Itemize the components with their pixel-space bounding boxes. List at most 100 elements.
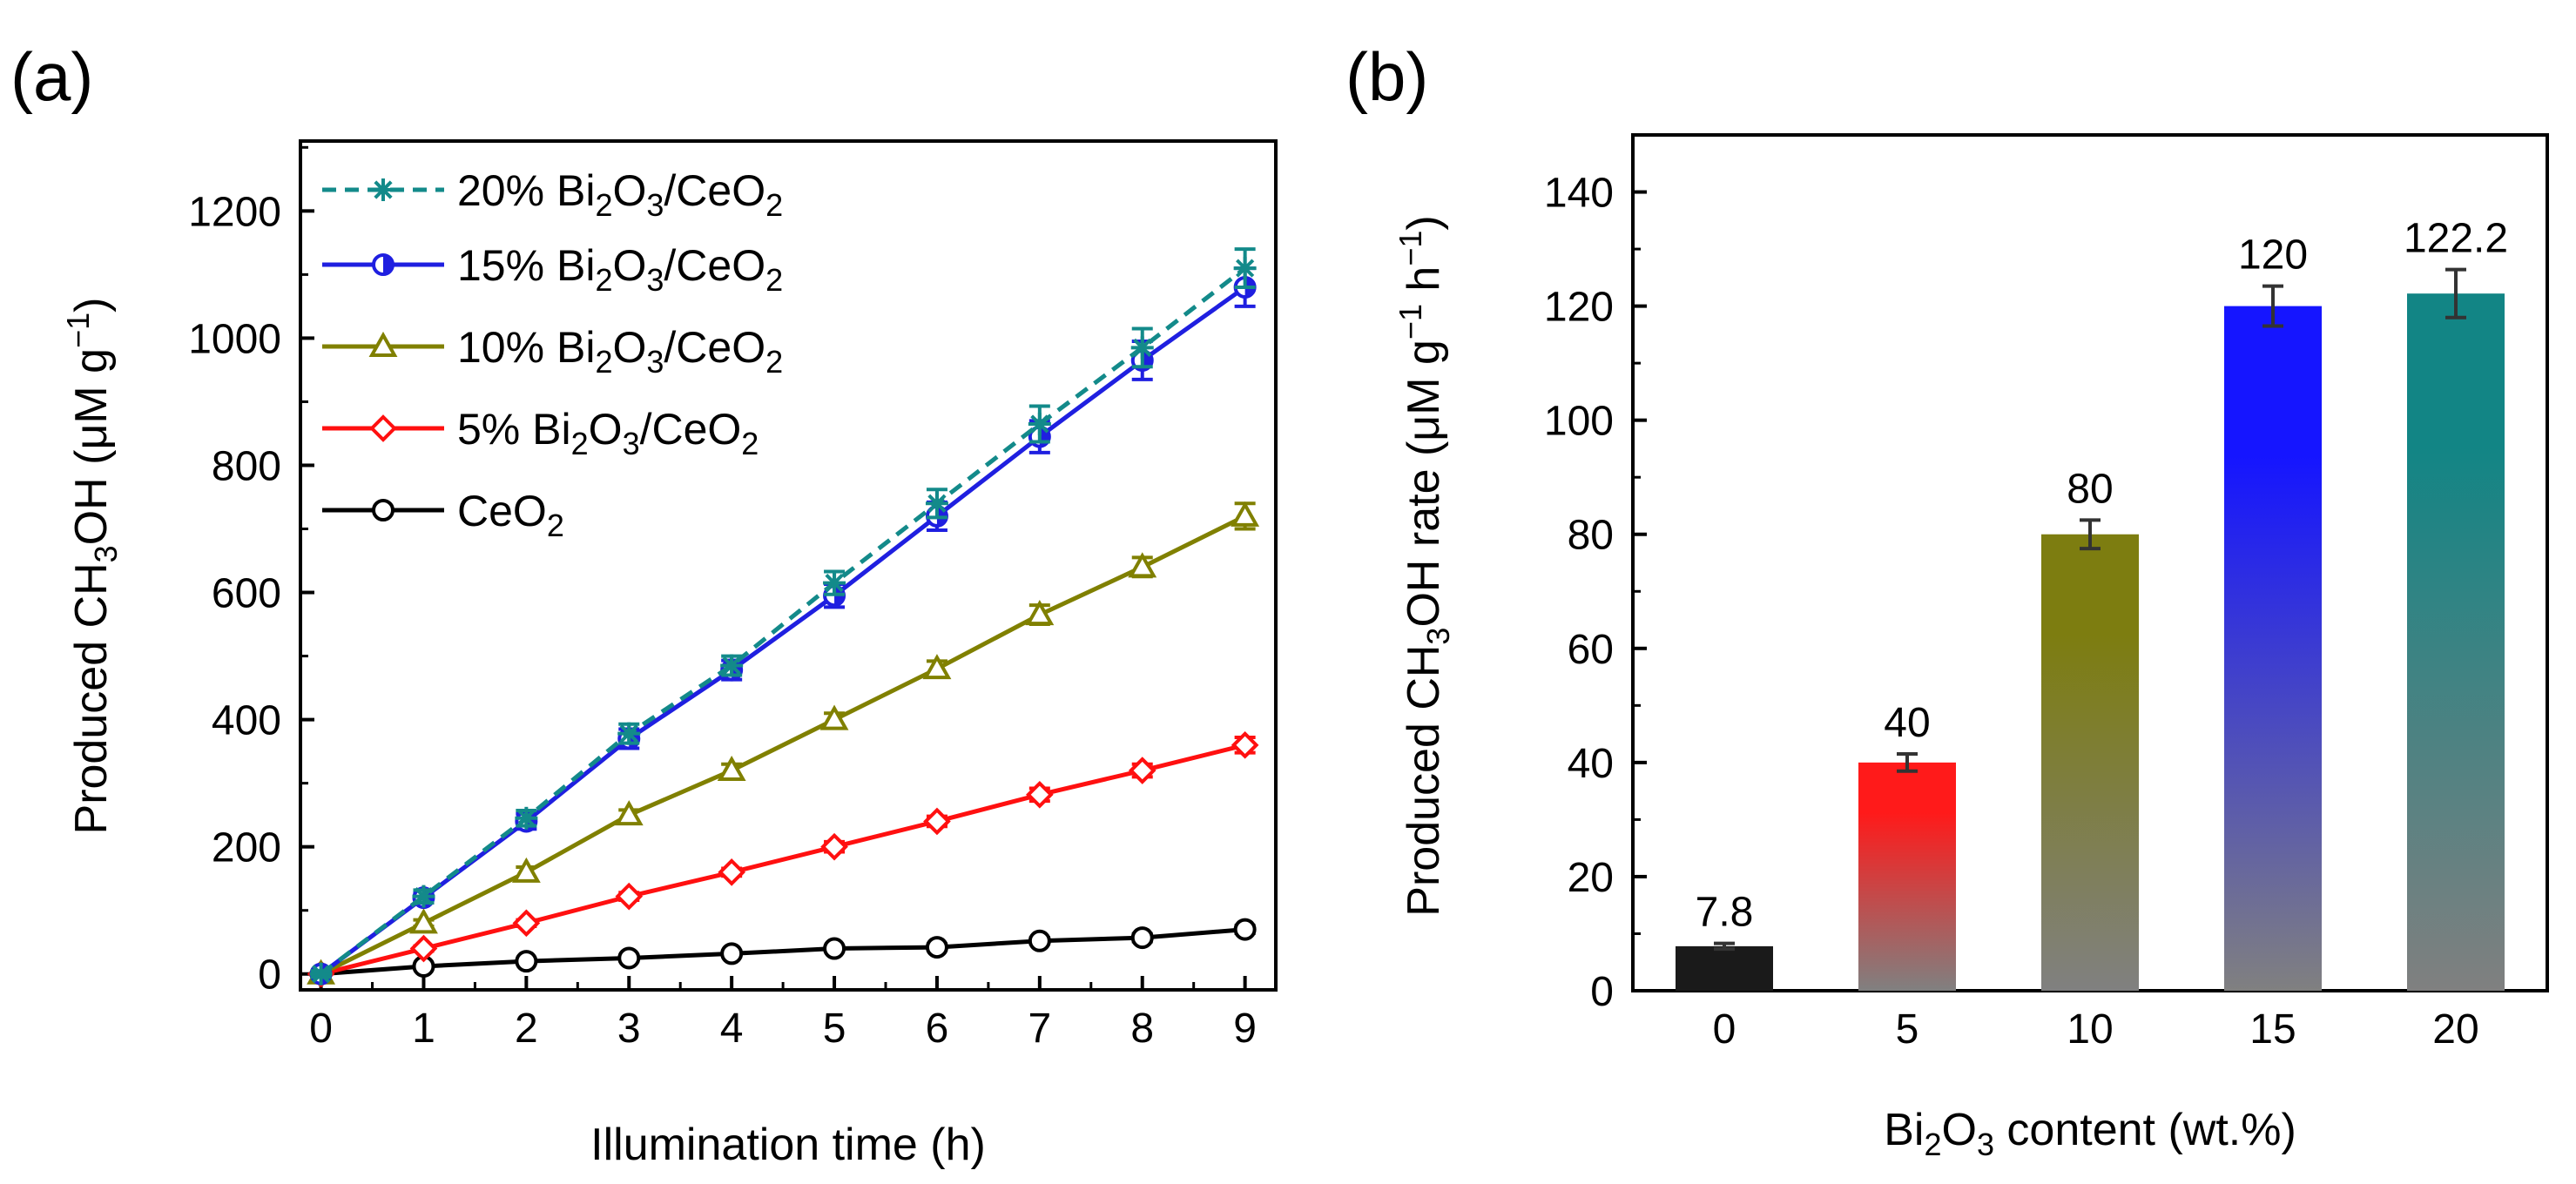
marker: [512, 909, 541, 938]
legend-subscript: 2: [765, 187, 783, 223]
y-title-b-pre: Produced CH: [1399, 645, 1449, 917]
x-tick-label-a: 3: [617, 1006, 641, 1052]
y-tick-label-a: 800: [212, 443, 281, 489]
legend-text-part: O: [612, 241, 646, 290]
series-line: [320, 743, 1246, 977]
legend-subscript: 3: [646, 344, 664, 380]
legend-subscript: 2: [765, 344, 783, 380]
panel-label-a: (a): [10, 38, 93, 115]
legend-subscript: 2: [547, 508, 564, 543]
marker-stroke: [311, 965, 331, 984]
x-tick-label-a: 8: [1130, 1006, 1154, 1052]
marker: [1233, 918, 1257, 941]
y-tick-label-a: 0: [258, 952, 281, 999]
y-title-b-sup: −1: [1393, 304, 1428, 340]
legend-item-0: 20% Bi2O3/CeO2: [322, 166, 783, 223]
value-label: 40: [1884, 700, 1930, 746]
x-tick-label-b: 5: [1896, 1006, 1919, 1053]
bar: [1676, 945, 1773, 991]
legend-item-4: CeO2: [322, 487, 564, 543]
series-3: [307, 730, 1259, 988]
marker-stroke: [1030, 414, 1049, 434]
y-title-a-sub: 3: [88, 545, 124, 562]
x-tick-label-b: 10: [2067, 1006, 2113, 1053]
bar: [2224, 306, 2322, 992]
marker: [1128, 552, 1157, 578]
legend-text-part: O: [589, 405, 623, 454]
x-tick-label-a: 0: [309, 1006, 333, 1052]
legend-item-2: 10% Bi2O3/CeO2: [322, 323, 783, 380]
y-title-b-mid2: h: [1399, 266, 1449, 304]
marker-stroke: [414, 887, 434, 906]
marker: [409, 908, 438, 934]
y-tick-label-a: 200: [212, 825, 281, 871]
x-title-b-post2: content (wt.%): [1994, 1105, 2296, 1155]
legend-subscript: 3: [646, 187, 664, 223]
marker: [614, 800, 644, 826]
series-line: [320, 927, 1245, 977]
marker: [369, 414, 397, 442]
marker: [820, 832, 848, 861]
marker-stroke: [619, 724, 638, 743]
legend-label: CeO2: [457, 487, 564, 543]
x-title-b-pre: Bi: [1884, 1105, 1924, 1155]
marker-stroke: [927, 494, 947, 513]
x-tick-label-a: 5: [823, 1006, 846, 1052]
legend-label: 10% Bi2O3/CeO2: [457, 323, 783, 380]
bar: [2041, 534, 2139, 991]
marker: [372, 499, 394, 521]
legend-subscript: 2: [765, 262, 783, 298]
bar: [2407, 293, 2505, 991]
x-tick-label-a: 6: [926, 1006, 949, 1052]
marker: [1231, 501, 1260, 527]
legend-text-part: /CeO: [664, 241, 765, 290]
series-line: [320, 285, 1247, 976]
y-tick-label-a: 1000: [188, 316, 281, 362]
value-label: 80: [2067, 466, 2113, 512]
axis-ticks-b: 0 20 40 60 80 100 120 140 0 5 10 15 20: [1544, 133, 2479, 1053]
legend-text-part: 5% Bi: [457, 405, 571, 454]
y-tick-label-b: 20: [1568, 855, 1614, 901]
legend-subscript: 2: [741, 426, 759, 461]
marker: [1130, 926, 1154, 950]
legend-subscript: 3: [623, 426, 640, 461]
x-tick-label-a: 9: [1233, 1006, 1257, 1052]
y-title-a-post: ): [66, 298, 117, 313]
marker-stroke: [1236, 259, 1255, 278]
legend-subscript: 2: [595, 262, 612, 298]
x-tick-label-b: 15: [2249, 1006, 2296, 1053]
value-label: 122.2: [2404, 216, 2508, 262]
chart-b: 0 20 40 60 80 100 120 140 0 5 10 15 20 7.8 40 80 120 122…: [1393, 133, 2549, 1162]
bar-group-4: 122.2: [2404, 216, 2508, 991]
series-line: [320, 514, 1246, 976]
marker: [1028, 929, 1051, 952]
x-title-b-post: O: [1942, 1105, 1977, 1155]
y-tick-label-b: 100: [1544, 399, 1614, 445]
marker: [615, 882, 644, 911]
marker-stroke: [516, 809, 536, 828]
y-title-a-sup: −1: [60, 313, 96, 348]
y-tick-label-a: 1200: [188, 189, 281, 235]
y-title-b-mid: OH rate (μM g: [1399, 340, 1449, 627]
bar-group-3: 120: [2224, 232, 2322, 992]
x-title-b-sub: 2: [1924, 1127, 1941, 1162]
series-line: [320, 266, 1247, 976]
marker: [718, 858, 745, 886]
marker: [922, 654, 952, 680]
marker-stroke: [374, 180, 393, 199]
legend-label: 20% Bi2O3/CeO2: [457, 166, 783, 223]
y-tick-label-b: 40: [1568, 741, 1614, 787]
marker: [511, 857, 541, 883]
legend-subscript: 2: [595, 187, 612, 223]
x-tick-label-a: 7: [1028, 1006, 1051, 1052]
series-4: [309, 918, 1257, 986]
marker: [925, 936, 948, 959]
value-label: 7.8: [1696, 890, 1754, 936]
value-label: 120: [2238, 232, 2308, 279]
x-tick-label-a: 1: [412, 1006, 435, 1052]
legend-subscript: 3: [646, 262, 664, 298]
